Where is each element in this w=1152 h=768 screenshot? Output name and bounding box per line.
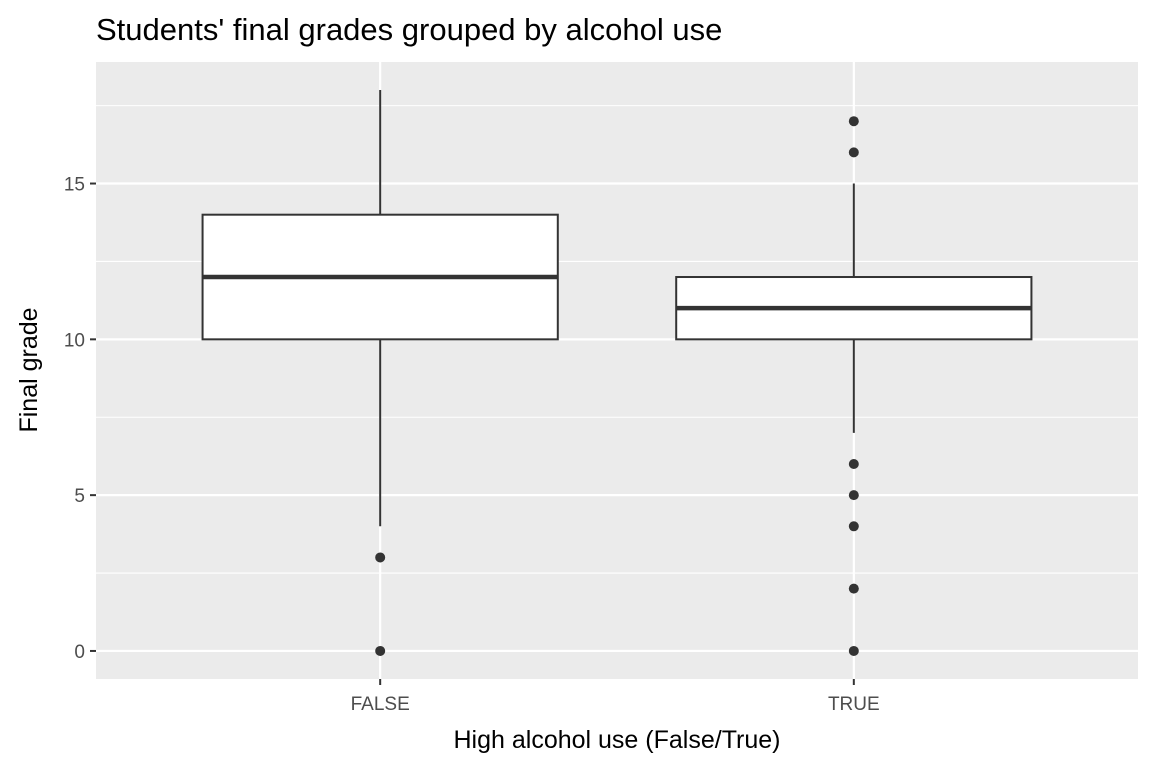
outlier-point	[848, 116, 859, 127]
box-true	[675, 116, 1033, 656]
outlier-point	[848, 521, 859, 532]
outlier-point	[848, 490, 859, 501]
chart-title: Students' final grades grouped by alcoho…	[96, 12, 722, 47]
outlier-point	[848, 645, 859, 656]
x-tick-label: FALSE	[351, 694, 410, 715]
outlier-point	[375, 645, 386, 656]
outlier-point	[848, 583, 859, 594]
outlier-point	[375, 552, 386, 563]
box-false	[201, 90, 559, 656]
x-tick-label: TRUE	[828, 694, 880, 715]
outlier-point	[848, 458, 859, 469]
y-tick-label: 10	[64, 330, 85, 351]
y-tick-label: 15	[64, 175, 85, 196]
boxplot-layer	[201, 90, 1033, 656]
plot-panel	[96, 62, 1138, 679]
x-axis: FALSE TRUE	[351, 679, 880, 715]
y-axis: 0 5 10 15	[64, 175, 96, 663]
y-axis-title: Final grade	[15, 307, 43, 432]
y-tick-label: 5	[74, 486, 85, 507]
y-tick-label: 0	[74, 642, 85, 663]
outlier-point	[848, 147, 859, 158]
x-axis-title: High alcohol use (False/True)	[454, 726, 781, 754]
